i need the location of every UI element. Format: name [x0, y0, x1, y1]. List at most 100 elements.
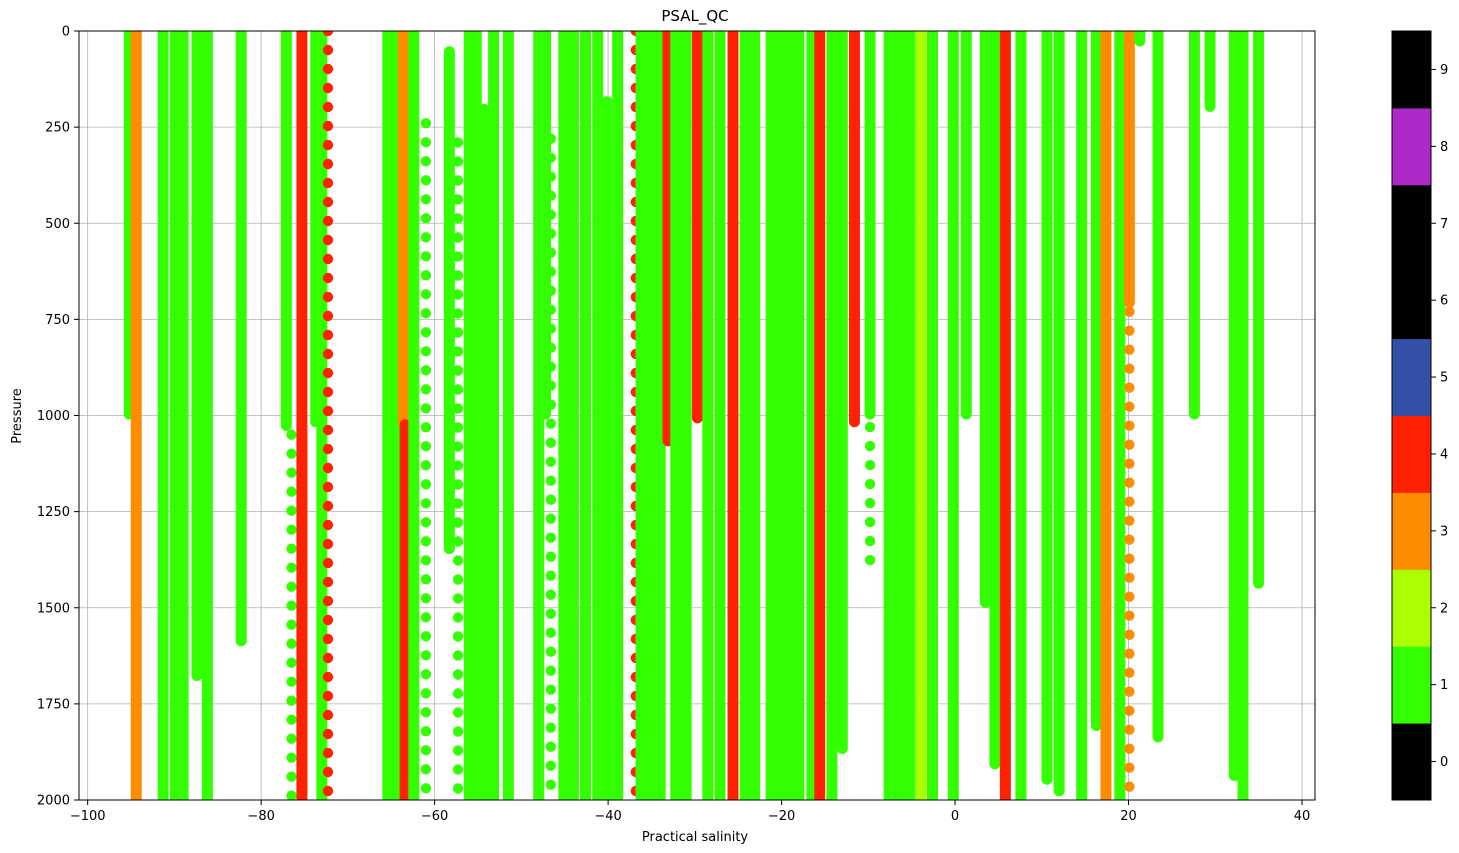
profile-47 — [739, 31, 751, 800]
profile-9-point-18 — [286, 771, 297, 782]
colorbar-segment-5 — [1392, 338, 1431, 416]
profile-9-point-8 — [286, 581, 297, 592]
profile-21-point-3 — [452, 194, 464, 205]
profile-13-point-14 — [322, 291, 334, 303]
profile-29-point-14 — [545, 399, 557, 410]
profile-13-point-16 — [322, 329, 334, 341]
profile-75 — [1100, 31, 1112, 800]
x-axis-label: Practical salinity — [642, 830, 749, 845]
colorbar-tick-label-1: 1 — [1440, 678, 1448, 693]
profile-9 — [286, 429, 297, 800]
profile-13-point-26 — [322, 519, 334, 531]
y-tick-label-5: 1250 — [37, 505, 70, 520]
profile-19-point-30 — [420, 688, 432, 699]
profile-46 — [727, 31, 739, 800]
profile-17 — [399, 419, 411, 800]
profile-28 — [540, 31, 552, 420]
profile-19-point-5 — [420, 213, 432, 224]
profile-6 — [201, 31, 213, 800]
profile-78 — [1124, 306, 1135, 792]
profile-13-point-25 — [322, 500, 334, 512]
profile-58 — [864, 31, 876, 420]
profile-19-point-10 — [420, 308, 432, 319]
profile-13-point-5 — [322, 120, 334, 132]
profile-4 — [177, 31, 189, 800]
profile-21-point-19 — [452, 498, 464, 509]
profile-78-point-3 — [1124, 363, 1135, 374]
profile-13 — [322, 31, 334, 797]
colorbar: 0 1 2 3 4 5 6 7 8 9 — [1391, 30, 1448, 801]
profile-13-point-0 — [322, 31, 334, 37]
profile-59-point-5 — [864, 516, 876, 528]
profile-29-point-22 — [545, 551, 557, 562]
profile-21-point-25 — [452, 612, 464, 623]
colorbar-tick-label-8: 8 — [1440, 140, 1448, 155]
profile-77 — [1123, 31, 1135, 308]
profile-16 — [397, 31, 409, 428]
profile-78-point-23 — [1124, 743, 1135, 754]
profile-43 — [691, 31, 703, 424]
profile-9-point-14 — [286, 695, 297, 706]
profile-38 — [645, 31, 657, 800]
profile-21-point-0 — [452, 137, 464, 148]
profile-19 — [420, 118, 432, 794]
profile-19-point-22 — [420, 536, 432, 547]
profile-29-point-15 — [545, 418, 557, 429]
profile-13-point-21 — [322, 424, 334, 436]
profile-9-point-4 — [286, 505, 297, 516]
profile-19-point-16 — [420, 422, 432, 433]
profile-29-point-32 — [545, 741, 557, 752]
profile-14 — [382, 31, 394, 800]
profile-21 — [452, 137, 464, 794]
profile-13-point-1 — [322, 44, 334, 56]
x-tick-label-1: −80 — [247, 809, 274, 824]
colorbar-tick-label-9: 9 — [1440, 63, 1448, 78]
profile-19-point-20 — [420, 498, 432, 509]
y-tick-label-2: 500 — [45, 217, 70, 232]
profile-78-point-18 — [1124, 648, 1135, 659]
profile-29-point-33 — [545, 760, 557, 771]
profile-9-point-2 — [286, 467, 297, 478]
profile-21-point-21 — [452, 536, 464, 547]
profile-21-point-18 — [452, 479, 464, 490]
profile-30 — [558, 31, 570, 800]
profile-9-point-16 — [286, 733, 297, 744]
y-tick-label-3: 750 — [45, 313, 70, 328]
profile-74 — [1090, 31, 1102, 731]
profile-25 — [488, 31, 500, 800]
profile-13-point-39 — [322, 766, 334, 778]
profile-13-point-11 — [322, 234, 334, 246]
profile-78-point-19 — [1124, 667, 1135, 678]
profile-21-point-8 — [452, 289, 464, 300]
profile-19-point-11 — [420, 327, 432, 338]
y-tick-label-1: 250 — [45, 121, 70, 136]
x-tick-label-2: −60 — [421, 809, 448, 824]
profile-51 — [783, 31, 795, 800]
profile-21-point-34 — [452, 783, 464, 794]
profile-54 — [814, 31, 826, 800]
profile-29-point-19 — [545, 494, 557, 505]
profile-13-point-7 — [322, 158, 334, 170]
profile-59-point-4 — [864, 497, 876, 509]
colorbar-tick-label-2: 2 — [1440, 601, 1448, 616]
profile-21-point-4 — [452, 213, 464, 224]
profile-19-point-34 — [420, 764, 432, 775]
profile-13-point-6 — [322, 139, 334, 151]
x-axis: −100 −80 −60 −40 −20 0 20 40 — [70, 800, 1310, 824]
chart-title: PSAL_QC — [661, 7, 728, 26]
profile-19-point-2 — [420, 156, 432, 167]
profile-9-point-3 — [286, 486, 297, 497]
y-axis: 0 250 500 750 1000 1250 1500 1750 2000 — [37, 25, 79, 809]
profile-79 — [1134, 31, 1146, 47]
y-tick-label-8: 2000 — [37, 794, 70, 809]
colorbar-segment-3 — [1392, 492, 1431, 570]
profile-29-point-6 — [545, 247, 557, 258]
x-tick-label-6: 20 — [1120, 809, 1137, 824]
profile-45 — [714, 31, 726, 800]
y-tick-label-0: 0 — [62, 25, 70, 40]
profile-78-point-8 — [1124, 458, 1135, 469]
colorbar-segment-4 — [1392, 415, 1431, 493]
profile-29-point-21 — [545, 532, 557, 543]
profile-19-point-13 — [420, 365, 432, 376]
